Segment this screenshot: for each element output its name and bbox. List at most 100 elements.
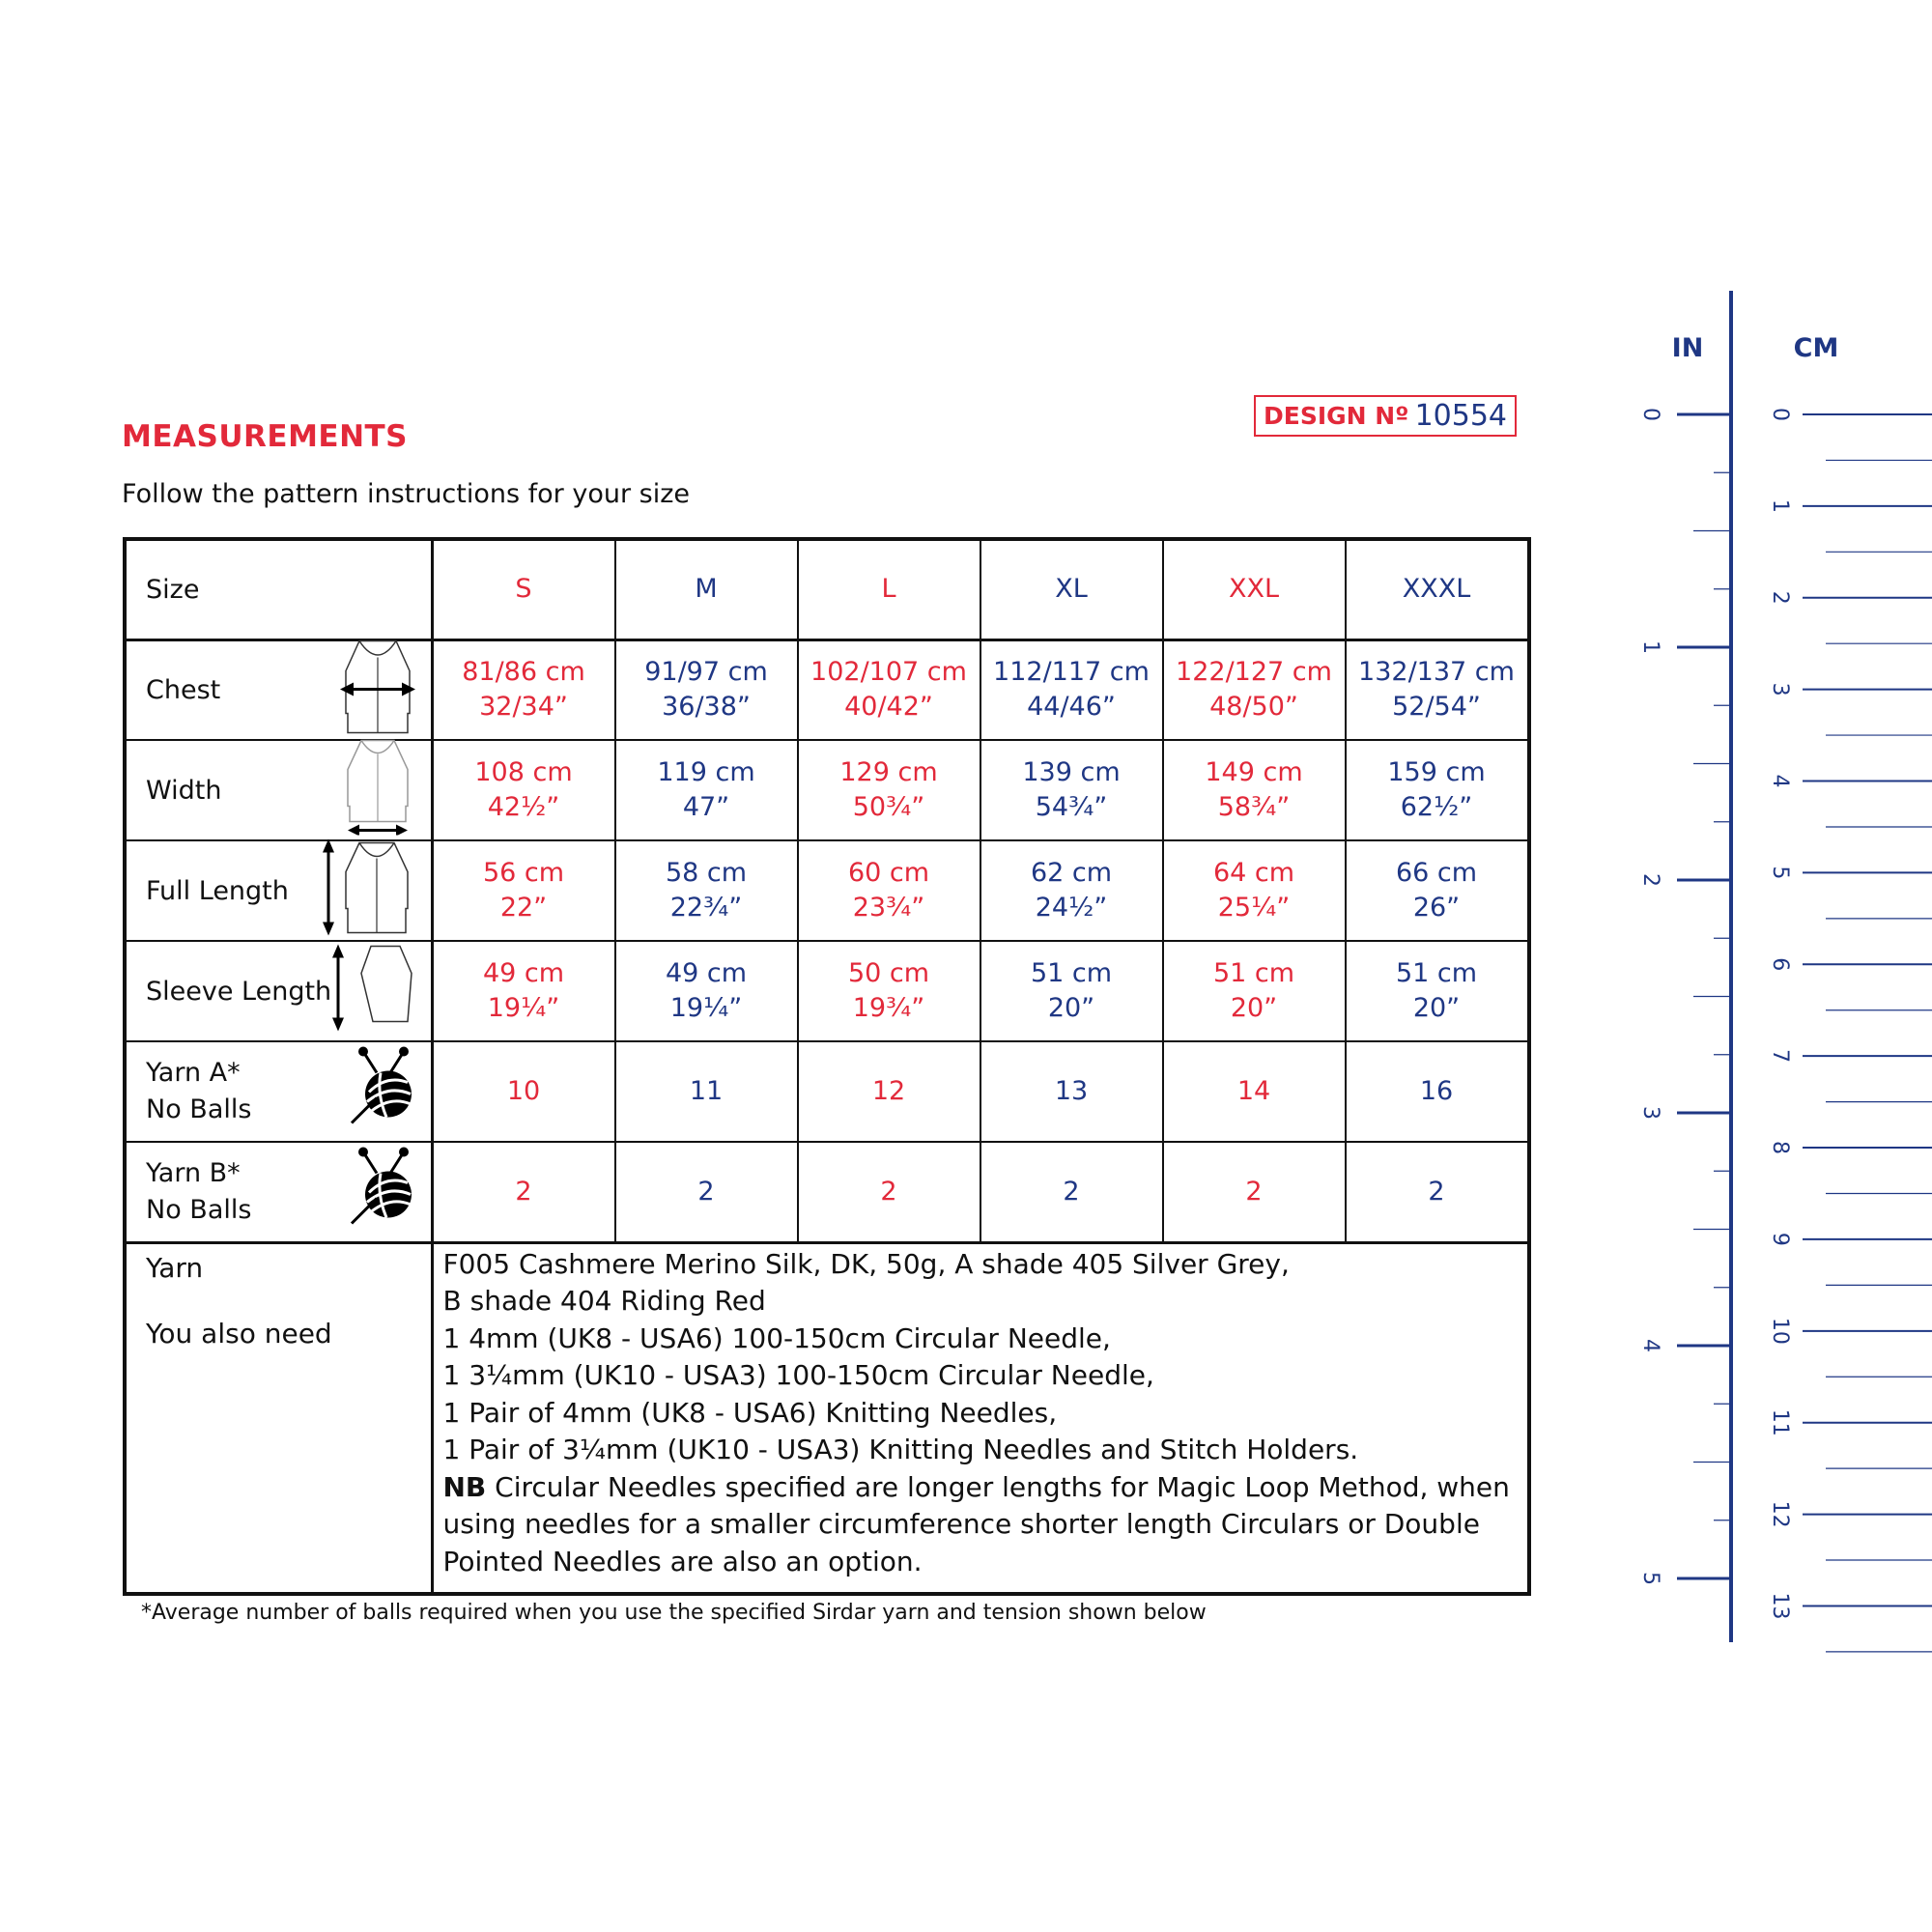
value-in: 40/42” — [844, 692, 933, 723]
measurement-row: Chest 81/86 cm 32/34” 91/97 cm 36/38” 102/107… — [124, 639, 1530, 742]
value-cm: 149 cm — [1205, 757, 1303, 787]
value-in: 44/46” — [1027, 692, 1116, 723]
yarn-row: Yarn B* No Balls 2 2 2 2 2 2 — [124, 1141, 1530, 1243]
balls-cell: 2 — [613, 1141, 799, 1243]
value-cm: 51 cm — [1395, 958, 1478, 988]
balls-cell: 11 — [613, 1040, 799, 1143]
row-label: Chest — [146, 674, 221, 705]
measurement-cell: 51 cm 20” — [979, 940, 1164, 1042]
value-in: 20” — [1047, 993, 1095, 1023]
yarn-info-label: Yarn — [146, 1251, 204, 1284]
balls-cell: 2 — [796, 1141, 981, 1243]
value-in: 62½” — [1400, 792, 1473, 822]
measurement-cell: 64 cm 25¼” — [1161, 839, 1347, 942]
value-cm: 51 cm — [1030, 958, 1113, 988]
measurement-row: Width 108 cm 42½” 119 cm 47” 129 cm 50¾” 139 cm… — [124, 739, 1530, 841]
info-line: B shade 404 Riding Red — [442, 1285, 766, 1317]
cm-tick-label: 0 — [1768, 408, 1792, 421]
value-cm: 139 cm — [1022, 757, 1121, 787]
value-in: 19¼” — [487, 993, 560, 1023]
measurement-cell: 51 cm 20” — [1161, 940, 1347, 1042]
measurement-cell: 81/86 cm 32/34” — [430, 639, 616, 741]
inch-tick-label: 0 — [1638, 408, 1662, 421]
cm-tick-label: 13 — [1768, 1592, 1792, 1619]
value-cm: 129 cm — [839, 757, 938, 787]
size-m: M — [613, 538, 799, 641]
cm-tick-label: 4 — [1768, 775, 1792, 788]
cm-tick-label: 3 — [1768, 683, 1792, 696]
no-balls-label: No Balls — [146, 1194, 252, 1225]
inch-tick-label: 3 — [1638, 1106, 1662, 1120]
design-label: DESIGN Nº — [1264, 402, 1409, 430]
cm-tick-label: 9 — [1768, 1233, 1792, 1246]
inch-tick-label: 5 — [1638, 1572, 1662, 1585]
value-in: 20” — [1230, 993, 1278, 1023]
size-s: S — [430, 538, 616, 641]
value-cm: 58 cm — [665, 858, 748, 888]
nb-text: Circular Needles specified are longer le… — [442, 1470, 1510, 1577]
inch-tick-label: 2 — [1638, 873, 1662, 887]
measurement-cell: 108 cm 42½” — [430, 739, 616, 841]
value-cm: 159 cm — [1387, 757, 1486, 787]
measurement-cell: 139 cm 54¾” — [979, 739, 1164, 841]
value-in: 24½” — [1035, 893, 1108, 923]
footnote: *Average number of balls required when y… — [141, 1601, 1207, 1625]
sleeve-length-icon — [330, 944, 417, 1038]
measurement-cell: 49 cm 19¼” — [430, 940, 616, 1042]
value-cm: 60 cm — [847, 858, 930, 888]
cm-tick-label: 2 — [1768, 591, 1792, 605]
cardigan-chest-icon — [338, 639, 417, 742]
design-number: 10554 — [1414, 399, 1507, 433]
cardigan-length-icon — [321, 838, 417, 943]
value-in: 47” — [682, 792, 730, 822]
measurement-row: Sleeve Length 49 cm 19¼” 49 cm 19¼” 50 cm 19¾”… — [124, 940, 1530, 1042]
page-title: MEASUREMENTS — [122, 419, 409, 454]
yarn-row: Yarn A* No Balls 10 11 12 13 14 16 — [124, 1040, 1530, 1143]
also-need-label: You also need — [146, 1318, 332, 1350]
cm-tick-label: 1 — [1768, 499, 1792, 513]
value-in: 54¾” — [1035, 792, 1108, 822]
size-l: L — [796, 538, 981, 641]
balls-cell: 2 — [1161, 1141, 1347, 1243]
info-line: 1 Pair of 4mm (UK8 - USA6) Knitting Need… — [442, 1396, 1058, 1429]
measurement-cell: 102/107 cm 40/42” — [796, 639, 981, 741]
measurement-row: Full Length 56 cm 22” 58 cm 22¾” 60 cm 23¾” 62 … — [124, 838, 1530, 943]
value-in: 36/38” — [662, 692, 751, 723]
balls-cell: 12 — [796, 1040, 981, 1143]
measurement-cell: 119 cm 47” — [613, 739, 799, 841]
value-in: 58¾” — [1217, 792, 1291, 822]
measurement-cell: 149 cm 58¾” — [1161, 739, 1347, 841]
info-line: 1 3¼mm (UK10 - USA3) 100-150cm Circular … — [442, 1359, 1154, 1391]
info-line: F005 Cashmere Merino Silk, DK, 50g, A sh… — [442, 1247, 1290, 1280]
cm-tick-label: 6 — [1768, 957, 1792, 971]
value-cm: 119 cm — [657, 757, 755, 787]
value-in: 50¾” — [852, 792, 925, 822]
value-cm: 49 cm — [482, 958, 565, 988]
value-cm: 51 cm — [1212, 958, 1295, 988]
value-in: 52/54” — [1392, 692, 1481, 723]
cm-tick-label: 12 — [1768, 1501, 1792, 1528]
design-number-box: DESIGN Nº 10554 — [1254, 395, 1517, 437]
measurement-cell: 50 cm 19¾” — [796, 940, 981, 1042]
info-line: 1 Pair of 3¼mm (UK10 - USA3) Knitting Ne… — [442, 1434, 1359, 1465]
yarn-info-text: F005 Cashmere Merino Silk, DK, 50g, A sh… — [430, 1241, 1530, 1595]
balls-cell: 16 — [1344, 1040, 1530, 1143]
value-cm: 49 cm — [665, 958, 748, 988]
value-in: 20” — [1412, 993, 1461, 1023]
value-cm: 62 cm — [1030, 858, 1113, 888]
size-xxl: XXL — [1161, 538, 1347, 641]
measurement-cell: 49 cm 19¼” — [613, 940, 799, 1042]
cm-tick-label: 5 — [1768, 866, 1792, 879]
value-in: 22¾” — [669, 893, 743, 923]
value-in: 42½” — [487, 792, 560, 822]
subtitle: Follow the pattern instructions for your… — [122, 479, 691, 509]
inch-tick-label: 1 — [1638, 640, 1662, 654]
balls-cell: 2 — [979, 1141, 1164, 1243]
size-xl: XL — [979, 538, 1164, 641]
cm-tick-label: 10 — [1768, 1318, 1792, 1345]
yarn-label: Yarn B* — [146, 1157, 241, 1188]
value-cm: 50 cm — [847, 958, 930, 988]
row-label-cell: Yarn A* No Balls — [124, 1040, 433, 1143]
measurement-cell: 62 cm 24½” — [979, 839, 1164, 942]
info-labels: Yarn You also need — [124, 1241, 433, 1595]
